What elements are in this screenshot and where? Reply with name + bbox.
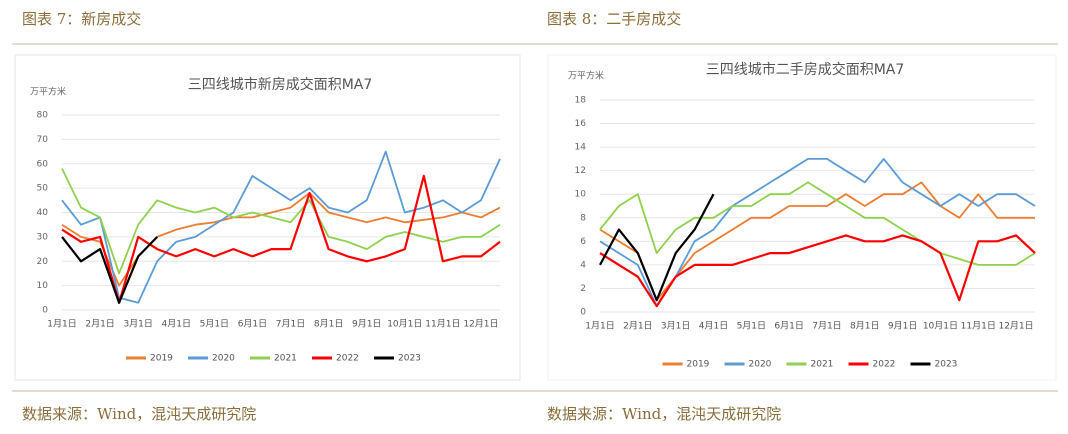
y-tick-label: 80 bbox=[37, 111, 49, 121]
series-line bbox=[61, 150, 501, 304]
x-tick-label: 8月1日 bbox=[314, 319, 343, 330]
legend-label: 2019 bbox=[150, 354, 173, 364]
x-tick-label: 6月1日 bbox=[238, 319, 267, 330]
x-tick-label: 3月1日 bbox=[661, 321, 690, 332]
x-tick-label: 7月1日 bbox=[276, 319, 305, 330]
caption: 图表 7：新房成交 bbox=[22, 10, 141, 28]
legend-label: 2022 bbox=[873, 360, 896, 370]
x-tick-label: 2月1日 bbox=[623, 321, 652, 332]
x-tick-label: 9月1日 bbox=[352, 319, 381, 330]
y-axis-label: 万平方米 bbox=[30, 86, 66, 98]
y-tick-label: 8 bbox=[580, 213, 586, 223]
series-line bbox=[599, 234, 1036, 308]
x-tick-label: 1月1日 bbox=[585, 321, 614, 332]
y-tick-label: 60 bbox=[37, 159, 49, 169]
x-tick-label: 5月1日 bbox=[737, 321, 766, 332]
chart-title: 三四线城市新房成交面积MA7 bbox=[188, 76, 373, 93]
series-line bbox=[61, 174, 501, 304]
x-tick-label: 11月1日 bbox=[425, 319, 460, 330]
x-tick-label: 5月1日 bbox=[200, 319, 229, 330]
y-tick-label: 6 bbox=[580, 237, 586, 247]
chart-title: 三四线城市二手房成交面积MA7 bbox=[706, 61, 905, 78]
x-tick-label: 1月1日 bbox=[47, 319, 76, 330]
x-tick-label: 4月1日 bbox=[699, 321, 728, 332]
series-line bbox=[61, 236, 158, 304]
y-tick-label: 70 bbox=[37, 135, 49, 145]
y-tick-label: 18 bbox=[575, 96, 587, 106]
y-tick-label: 0 bbox=[42, 306, 48, 316]
y-tick-label: 0 bbox=[580, 308, 586, 318]
y-tick-label: 4 bbox=[580, 260, 586, 270]
series-line bbox=[599, 181, 1036, 266]
y-tick-label: 2 bbox=[580, 284, 586, 294]
x-tick-label: 4月1日 bbox=[162, 319, 191, 330]
x-tick-label: 11月1日 bbox=[961, 321, 996, 332]
y-tick-label: 14 bbox=[575, 143, 587, 153]
y-tick-label: 16 bbox=[575, 119, 587, 129]
y-tick-label: 12 bbox=[575, 166, 586, 176]
y-tick-label: 40 bbox=[37, 208, 49, 218]
legend-label: 2019 bbox=[687, 360, 710, 370]
y-tick-label: 10 bbox=[575, 190, 587, 200]
x-tick-label: 7月1日 bbox=[812, 321, 841, 332]
x-tick-label: 3月1日 bbox=[123, 319, 152, 330]
legend-label: 2022 bbox=[336, 354, 359, 364]
series-line bbox=[61, 168, 501, 275]
legend-label: 2023 bbox=[935, 360, 958, 370]
y-tick-label: 10 bbox=[37, 281, 49, 291]
legend-label: 2021 bbox=[811, 360, 834, 370]
series-line bbox=[599, 193, 715, 302]
x-tick-label: 10月1日 bbox=[923, 321, 958, 332]
source: 数据来源：Wind，混沌天成研究院 bbox=[22, 405, 256, 423]
x-tick-label: 6月1日 bbox=[774, 321, 803, 332]
legend-label: 2023 bbox=[398, 354, 421, 364]
x-tick-label: 12月1日 bbox=[463, 319, 498, 330]
y-tick-label: 30 bbox=[37, 232, 49, 242]
source: 数据来源：Wind，混沌天成研究院 bbox=[547, 405, 781, 423]
y-tick-label: 50 bbox=[37, 184, 49, 194]
caption: 图表 8：二手房成交 bbox=[547, 10, 681, 28]
x-tick-label: 9月1日 bbox=[888, 321, 917, 332]
x-tick-label: 2月1日 bbox=[85, 319, 114, 330]
x-tick-label: 10月1日 bbox=[387, 319, 422, 330]
x-tick-label: 8月1日 bbox=[850, 321, 879, 332]
x-tick-label: 12月1日 bbox=[998, 321, 1033, 332]
y-axis-label: 万平方米 bbox=[568, 70, 604, 82]
legend-label: 2021 bbox=[274, 354, 297, 364]
legend-label: 2020 bbox=[749, 360, 772, 370]
y-tick-label: 20 bbox=[37, 257, 49, 267]
legend-label: 2020 bbox=[212, 354, 235, 364]
